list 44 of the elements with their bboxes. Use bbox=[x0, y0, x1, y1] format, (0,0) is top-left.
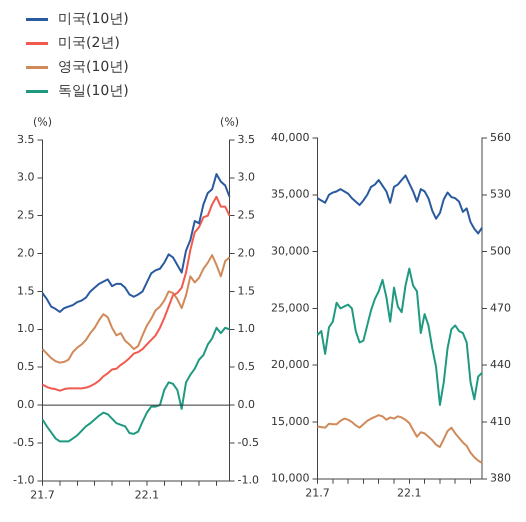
y-tick-label: 15,000 bbox=[270, 414, 310, 428]
y-tick-label: 2.0 bbox=[16, 246, 34, 260]
y-tick-label: -1.0 bbox=[12, 474, 34, 487]
y-tick-label: 3.0 bbox=[16, 170, 34, 184]
y-tick-label: -0.5 bbox=[12, 436, 34, 449]
y-tick-label: 25,000 bbox=[270, 301, 310, 314]
x-tick-label: 22.1 bbox=[134, 488, 160, 502]
y2-tick-label: 470 bbox=[490, 301, 512, 314]
y-tick-label: 3.5 bbox=[16, 132, 34, 146]
y-tick-label: 1.5 bbox=[16, 284, 34, 298]
y2-tick-label: 0.5 bbox=[238, 360, 256, 374]
y2-tick-label: 1.5 bbox=[238, 284, 256, 298]
y-tick-label: 0.0 bbox=[16, 398, 34, 411]
y2-tick-label: -1.0 bbox=[238, 474, 260, 487]
y-axis-title: (%) bbox=[32, 115, 52, 128]
y2-tick-label: 3.5 bbox=[238, 132, 256, 146]
legend-label: 미국(2년) bbox=[58, 34, 120, 52]
y2-tick-label: 410 bbox=[490, 414, 512, 428]
x-tick-label: 21.7 bbox=[30, 488, 55, 502]
y-tick-label: 10,000 bbox=[270, 472, 310, 485]
y-tick-label: 35,000 bbox=[270, 188, 310, 201]
y2-tick-label: 380 bbox=[490, 472, 512, 485]
y2-tick-label: 500 bbox=[490, 244, 512, 258]
legend-label: 미국(10년) bbox=[58, 10, 129, 28]
y-tick-label: 30,000 bbox=[270, 244, 310, 258]
y2-tick-label: -0.5 bbox=[238, 436, 260, 449]
y2-tick-label: 2.0 bbox=[238, 246, 256, 260]
y2-tick-label: 440 bbox=[490, 358, 512, 372]
y2-tick-label: 1.0 bbox=[238, 322, 256, 336]
y2-axis-title: (%) bbox=[220, 115, 240, 128]
legend-label: 독일(10년) bbox=[58, 82, 129, 100]
y2-tick-label: 560 bbox=[490, 130, 512, 144]
y-tick-label: 0.5 bbox=[16, 360, 34, 374]
y2-tick-label: 2.5 bbox=[238, 208, 256, 222]
y-tick-label: 1.0 bbox=[16, 322, 34, 336]
y2-tick-label: 0.0 bbox=[238, 398, 256, 411]
y-tick-label: 2.5 bbox=[16, 208, 34, 222]
y-tick-label: 20,000 bbox=[270, 358, 310, 372]
x-tick-label: 21.7 bbox=[305, 486, 330, 500]
y-tick-label: 40,000 bbox=[270, 130, 310, 144]
x-tick-label: 22.1 bbox=[397, 486, 422, 500]
y2-tick-label: 3.0 bbox=[238, 170, 256, 184]
legend-label: 영국(10년) bbox=[58, 58, 129, 76]
y2-tick-label: 530 bbox=[490, 188, 512, 201]
